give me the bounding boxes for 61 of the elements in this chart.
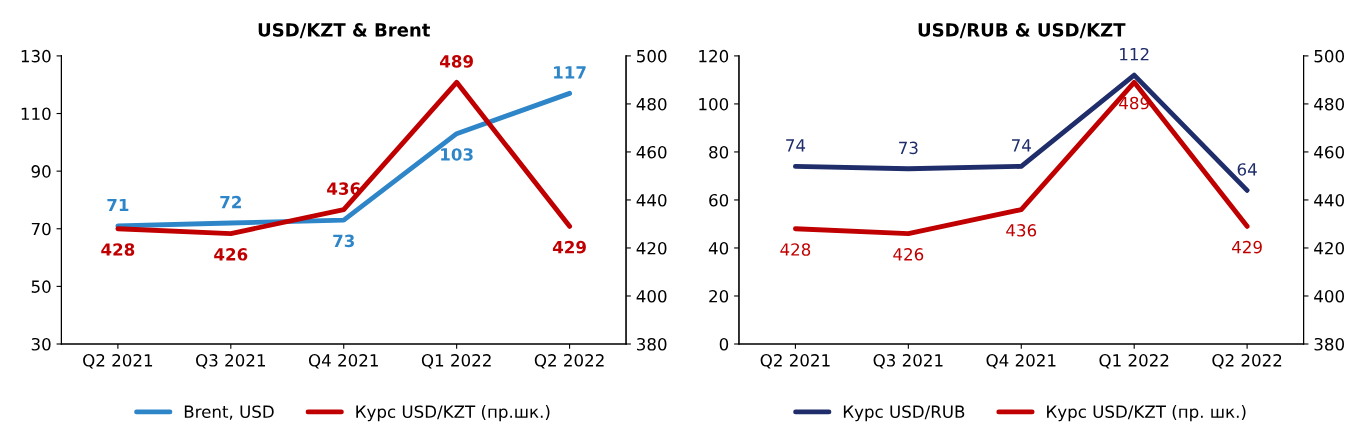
data-label: 426 [893, 248, 924, 261]
y2-tick-label: 480 [636, 97, 667, 111]
data-label: 428 [101, 243, 135, 256]
legend-label: Курс USD/RUB [843, 405, 965, 422]
y-tick-label: 110 [21, 107, 51, 121]
data-label: 426 [214, 248, 248, 261]
y-tick-label: 80 [709, 145, 729, 159]
y2-tick-label: 500 [637, 49, 667, 63]
y-tick-label: 130 [21, 49, 51, 63]
y2-tick-label: 460 [1314, 145, 1344, 159]
legend-label: Курс USD/KZT (пр. шк.) [1047, 405, 1246, 422]
y2-tick-label: 500 [1314, 49, 1344, 63]
chart-title: USD/RUB & USD/KZT [918, 23, 1126, 39]
y-tick-label: 100 [699, 97, 729, 111]
data-label: 73 [333, 234, 354, 248]
y-tick-label: 20 [709, 289, 729, 303]
x-tick-label: Q3 2021 [196, 354, 265, 369]
legend-label: Курс USD/KZT (пр.шк.) [356, 405, 550, 422]
y2-tick-label: 400 [1314, 289, 1344, 303]
y-tick-label: 30 [31, 337, 51, 351]
x-tick-label: Q2 2021 [760, 354, 830, 369]
data-label: 429 [552, 240, 586, 254]
data-label: 429 [1232, 240, 1262, 254]
data-label: 489 [440, 55, 473, 68]
x-tick-label: Q2 2022 [1212, 354, 1282, 369]
x-tick-label: Q2 2021 [83, 354, 153, 369]
data-label: 117 [554, 66, 586, 79]
y2-tick-label: 440 [636, 193, 667, 207]
y-tick-label: 50 [31, 280, 51, 293]
data-label: 436 [1006, 224, 1037, 237]
y2-tick-label: 420 [636, 241, 667, 255]
y-tick-label: 40 [708, 241, 729, 255]
data-label: 73 [899, 141, 918, 155]
x-tick-label: Q3 2021 [873, 354, 943, 369]
data-label: 71 [107, 198, 129, 212]
data-label: 74 [786, 139, 806, 152]
y-tick-label: 70 [31, 222, 51, 236]
y2-tick-label: 380 [1314, 337, 1344, 351]
y-tick-label: 60 [709, 193, 729, 207]
y-tick-label: 90 [31, 165, 51, 178]
y2-tick-label: 400 [636, 289, 667, 303]
y-tick-label: 0 [719, 337, 729, 351]
chart-title: USD/KZT & Brent [258, 23, 430, 39]
y-tick-label: 120 [699, 49, 729, 63]
data-label: 72 [220, 195, 241, 209]
y2-tick-label: 480 [1314, 97, 1344, 111]
x-tick-label: Q1 2022 [421, 354, 491, 369]
x-tick-label: Q1 2022 [1099, 354, 1169, 369]
data-label: 103 [441, 148, 473, 161]
y2-tick-label: 460 [636, 145, 667, 159]
y2-tick-label: 440 [1314, 193, 1344, 207]
x-tick-label: Q2 2022 [534, 354, 604, 369]
legend-label: Brent, USD [184, 405, 274, 420]
data-label: 428 [780, 243, 811, 256]
data-label: 74 [1012, 139, 1031, 152]
y2-tick-label: 420 [1314, 241, 1344, 255]
x-tick-label: Q4 2021 [308, 354, 378, 369]
data-label: 64 [1237, 163, 1257, 176]
y2-tick-label: 380 [637, 337, 667, 351]
x-tick-label: Q4 2021 [986, 354, 1056, 369]
data-label: 112 [1120, 47, 1149, 61]
